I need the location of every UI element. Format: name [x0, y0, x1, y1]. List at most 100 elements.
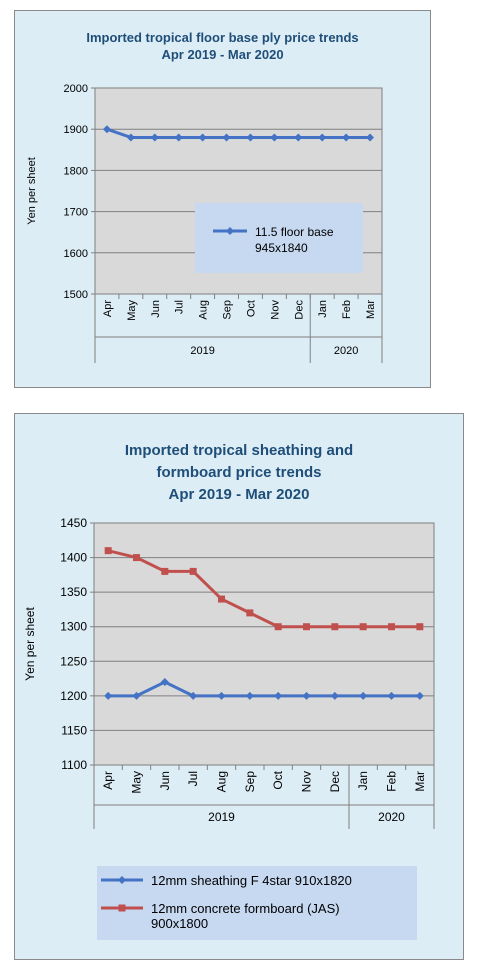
- data-point: [270, 133, 279, 142]
- legend-label: 12mm concrete formboard (JAS): [151, 901, 340, 916]
- data-point: [387, 691, 396, 700]
- x-tick-label: Dec: [328, 771, 342, 792]
- x-tick-label: Apr: [101, 771, 115, 790]
- chart-sheathing-svg: 1100 1150 1200 1250 1300 1350 1400 1450 Yen per …: [23, 516, 435, 940]
- y-axis-label: Yen per sheet: [23, 607, 37, 681]
- year-label: 2020: [378, 810, 405, 824]
- legend-label: 900x1800: [151, 916, 208, 931]
- y-axis-label: Yen per sheet: [26, 157, 38, 224]
- legend-swatch-marker: [118, 904, 126, 912]
- legend-label: 945x1840: [255, 241, 308, 255]
- y-tick-label: 1350: [60, 585, 87, 599]
- x-tick-label: May: [130, 771, 144, 794]
- data-point: [342, 133, 351, 142]
- data-point: [189, 567, 197, 575]
- y-tick-label: 1600: [64, 248, 88, 260]
- data-point: [104, 547, 112, 555]
- legend-label: 11.5 floor base: [255, 225, 334, 239]
- data-point: [366, 133, 375, 142]
- y-tick-label: 1400: [60, 551, 87, 565]
- y-tick-label: 1800: [64, 165, 88, 177]
- y-tick-label: 1100: [61, 758, 87, 772]
- x-tick-label: Jun: [150, 300, 162, 318]
- data-point: [160, 678, 169, 687]
- data-point: [274, 623, 282, 631]
- data-point: [246, 609, 254, 617]
- data-point: [133, 554, 140, 562]
- chart-title-line: Imported tropical floor base ply price t…: [86, 30, 359, 45]
- legend: [97, 866, 417, 940]
- data-point: [318, 133, 327, 142]
- chart-panel-sheathing: Imported tropical sheathing and formboar…: [14, 413, 464, 960]
- data-point: [222, 133, 231, 142]
- data-point: [331, 623, 339, 631]
- x-tick-label: Nov: [269, 300, 281, 320]
- x-tick-label: Apr: [102, 300, 114, 317]
- y-tick-label: 2000: [64, 83, 88, 95]
- x-tick-label: Mar: [413, 771, 427, 792]
- legend: [195, 203, 363, 273]
- y-tick-label: 1200: [60, 689, 87, 703]
- x-tick-label: Feb: [341, 300, 353, 319]
- data-point: [359, 623, 367, 631]
- x-tick-label: Aug: [198, 300, 210, 320]
- data-point: [359, 691, 368, 700]
- plot-area: [93, 522, 435, 766]
- chart-title: Imported tropical sheathing and formboar…: [15, 440, 463, 506]
- data-point: [126, 133, 135, 142]
- chart-panel-floor-base: Imported tropical floor base ply price t…: [14, 10, 431, 388]
- year-label: 2019: [208, 810, 235, 824]
- x-tick-label: Mar: [365, 300, 377, 319]
- data-point: [189, 691, 198, 700]
- chart-title-line: formboard price trends: [156, 464, 322, 481]
- data-point: [150, 133, 159, 142]
- data-point: [388, 623, 395, 631]
- x-tick-label: Jan: [317, 300, 329, 318]
- series-line: [108, 680, 420, 698]
- data-point: [415, 691, 424, 700]
- data-point: [198, 133, 207, 142]
- y-tick-label: 1250: [60, 654, 87, 668]
- data-point: [161, 567, 169, 575]
- series-line: [107, 549, 420, 629]
- x-tick-label: Sep: [222, 300, 234, 320]
- data-point: [218, 595, 225, 603]
- data-point: [174, 133, 183, 142]
- chart-title-line: Imported tropical sheathing and: [124, 442, 354, 459]
- data-point: [132, 691, 141, 700]
- year-label: 2020: [334, 345, 358, 357]
- data-point: [303, 623, 310, 631]
- data-point: [102, 125, 111, 134]
- legend-label: 12mm sheathing F 4star 910x1820: [151, 873, 352, 888]
- y-tick-label: 1450: [60, 516, 87, 530]
- chart-subtitle-line: Apr 2019 - Mar 2020: [161, 47, 284, 62]
- data-point: [330, 691, 339, 700]
- x-tick-label: Aug: [215, 771, 229, 792]
- x-tick-label: Sep: [243, 771, 257, 793]
- data-point: [302, 691, 311, 700]
- x-tick-label: Oct: [271, 770, 285, 789]
- chart-floor-base-svg: 1500 1600 1700 1800 1900 2000 Yen per sheet Apr…: [26, 83, 383, 363]
- year-label: 2019: [190, 345, 214, 357]
- x-tick-label: Feb: [385, 771, 399, 792]
- legend-swatch-marker: [226, 227, 234, 235]
- x-tick-label: Jun: [158, 771, 172, 790]
- x-tick-label: Oct: [245, 300, 257, 317]
- data-point: [104, 691, 113, 700]
- chart-subtitle-line: Apr 2019 - Mar 2020: [168, 486, 310, 503]
- x-tick-label: Jan: [356, 771, 370, 790]
- data-point: [416, 623, 424, 631]
- y-tick-label: 1700: [64, 207, 88, 219]
- x-tick-label: Jul: [174, 300, 186, 314]
- x-tick-label: May: [126, 300, 138, 321]
- x-tick-label: Dec: [293, 300, 305, 320]
- data-point: [294, 133, 303, 142]
- y-tick-label: 1150: [61, 723, 87, 737]
- data-point: [274, 691, 283, 700]
- chart-title: Imported tropical floor base ply price t…: [15, 29, 430, 63]
- y-tick-label: 1500: [64, 289, 88, 301]
- data-point: [246, 133, 255, 142]
- y-tick-label: 1900: [64, 124, 88, 136]
- data-point: [217, 691, 226, 700]
- legend-swatch-marker: [118, 876, 126, 884]
